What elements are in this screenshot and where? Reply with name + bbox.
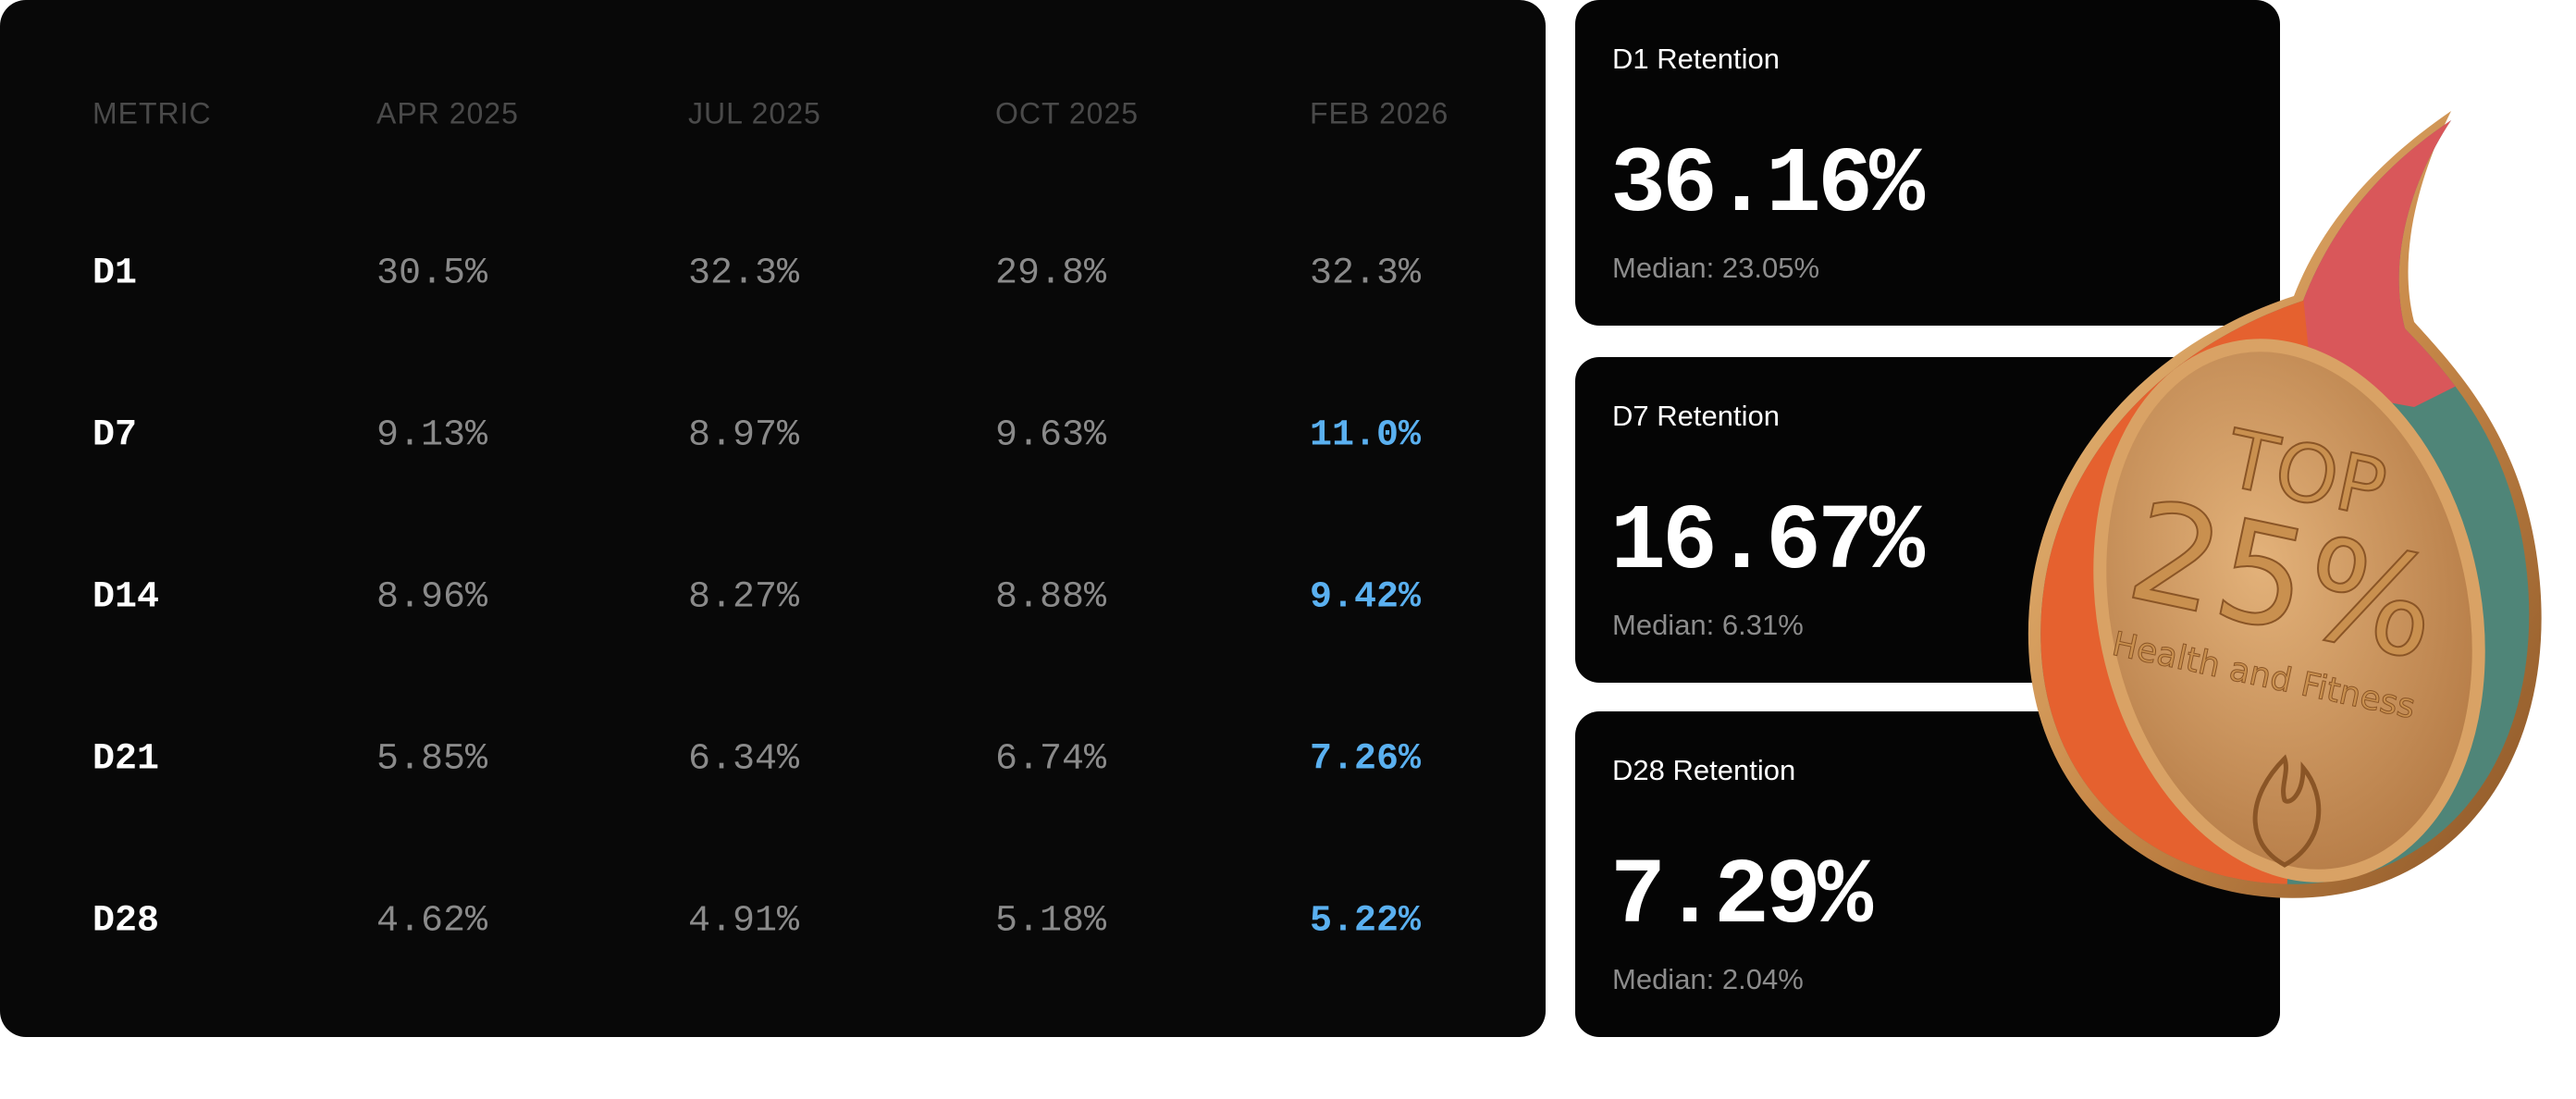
card-median: Median: 23.05%	[1612, 252, 1820, 284]
metric-value: 9.42%	[1310, 576, 1422, 619]
metric-name: D14	[92, 576, 160, 619]
card-title: D7 Retention	[1612, 400, 1780, 432]
metric-name: D21	[92, 738, 160, 781]
metric-value: 9.63%	[995, 414, 1107, 457]
card-title: D28 Retention	[1612, 754, 1796, 786]
metric-value: 8.88%	[995, 576, 1107, 619]
column-header: OCT 2025	[995, 96, 1140, 130]
metric-name: D7	[92, 414, 138, 457]
metric-value: 32.3%	[1310, 253, 1422, 295]
column-header: FEB 2026	[1310, 96, 1449, 130]
metric-value: 5.85%	[376, 738, 488, 781]
metric-value: 29.8%	[995, 253, 1107, 295]
column-header: APR 2025	[376, 96, 519, 130]
metric-value: 4.91%	[688, 900, 800, 943]
card-value: 36.16%	[1610, 134, 1925, 239]
metric-value: 6.74%	[995, 738, 1107, 781]
column-header: JUL 2025	[688, 96, 821, 130]
card-value: 7.29%	[1610, 846, 1873, 950]
metric-value: 11.0%	[1310, 414, 1422, 457]
metric-name: D28	[92, 900, 160, 943]
metric-value: 8.27%	[688, 576, 800, 619]
medal-badge: TOP 25% Health and Fitness	[2028, 111, 2542, 898]
metric-value: 5.18%	[995, 900, 1107, 943]
metric-value: 32.3%	[688, 253, 800, 295]
card-title: D1 Retention	[1612, 43, 1780, 75]
metric-value: 30.5%	[376, 253, 488, 295]
metric-value: 7.26%	[1310, 738, 1422, 781]
metric-value: 5.22%	[1310, 900, 1422, 943]
metric-value: 8.97%	[688, 414, 800, 457]
metric-value: 9.13%	[376, 414, 488, 457]
metric-value: 4.62%	[376, 900, 488, 943]
card-value: 16.67%	[1610, 491, 1925, 596]
card-median: Median: 6.31%	[1612, 609, 1804, 641]
metric-value: 8.96%	[376, 576, 488, 619]
card-median: Median: 2.04%	[1612, 963, 1804, 995]
retention-card: D1 Retention 36.16% Median: 23.05%	[1575, 0, 2280, 326]
column-header: METRIC	[92, 96, 212, 130]
retention-table: METRIC APR 2025 JUL 2025 OCT 2025 FEB 2026 D1…	[0, 0, 1546, 1037]
metric-value: 6.34%	[688, 738, 800, 781]
metric-name: D1	[92, 253, 138, 295]
